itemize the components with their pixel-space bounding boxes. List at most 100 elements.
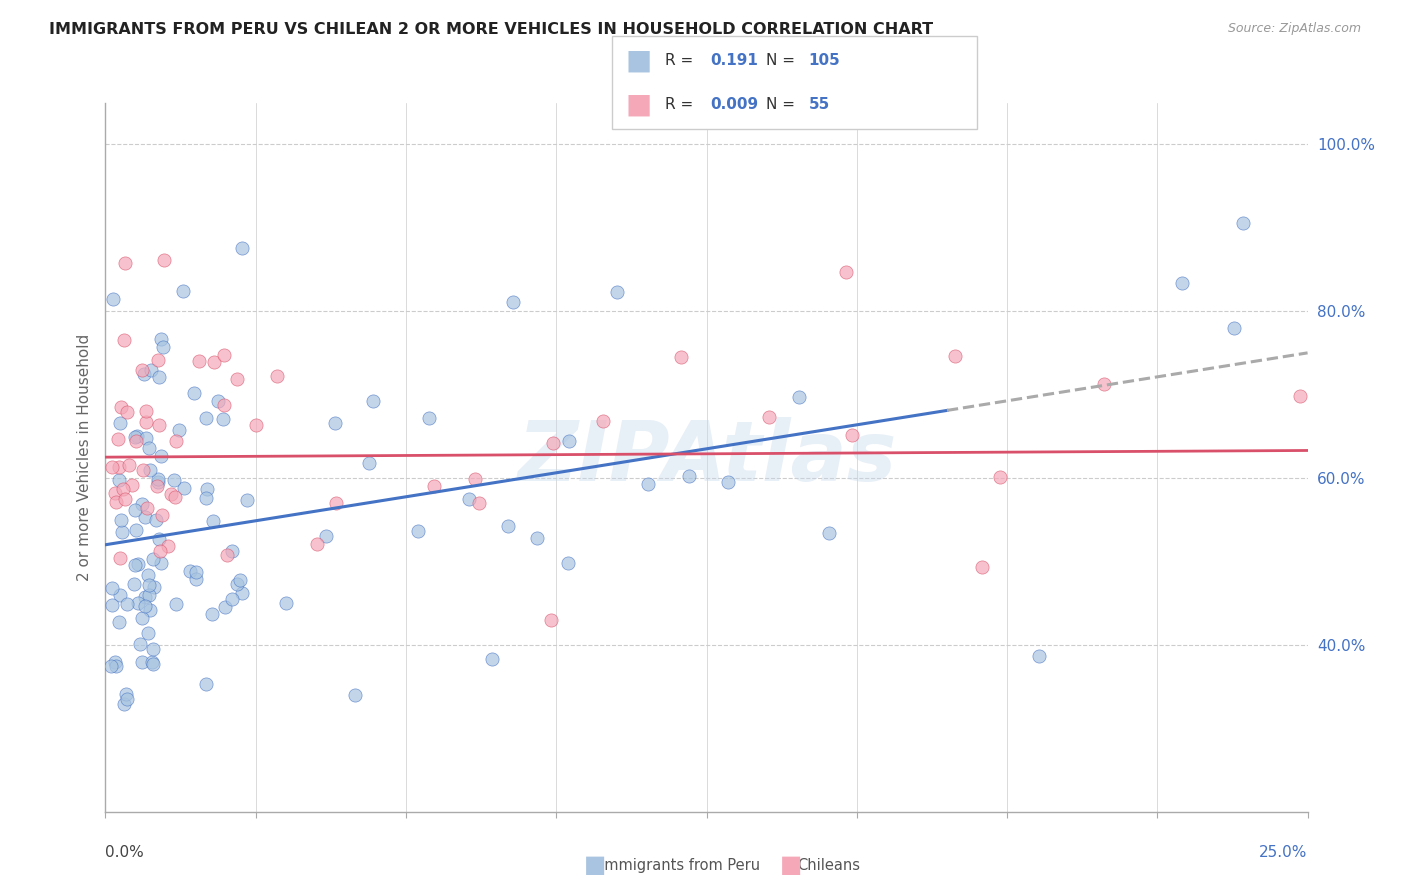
Text: 55: 55 bbox=[808, 96, 830, 112]
Point bbox=[112, 483, 135, 497]
Point bbox=[225, 372, 247, 386]
Point bbox=[110, 400, 132, 414]
Point bbox=[100, 598, 122, 612]
Point bbox=[716, 475, 738, 489]
Point bbox=[157, 539, 180, 553]
Point bbox=[127, 557, 149, 571]
Point bbox=[540, 613, 562, 627]
Point bbox=[502, 294, 524, 309]
Text: 25.0%: 25.0% bbox=[1260, 845, 1308, 860]
Point bbox=[207, 393, 229, 408]
Point bbox=[214, 600, 236, 615]
Point bbox=[129, 637, 152, 651]
Point bbox=[457, 492, 479, 507]
Point bbox=[108, 550, 131, 565]
Point bbox=[150, 333, 173, 347]
Text: 105: 105 bbox=[808, 54, 841, 69]
Text: ■: ■ bbox=[583, 854, 606, 877]
Point bbox=[135, 432, 157, 446]
Point bbox=[142, 657, 165, 671]
Point bbox=[117, 692, 139, 706]
Point bbox=[236, 493, 259, 508]
Point bbox=[606, 285, 628, 299]
Point bbox=[464, 472, 486, 486]
Text: R =: R = bbox=[665, 96, 693, 112]
Point bbox=[163, 473, 186, 487]
Point bbox=[101, 292, 124, 306]
Point bbox=[202, 355, 225, 369]
Point bbox=[138, 441, 160, 455]
Point bbox=[104, 486, 127, 500]
Point bbox=[146, 472, 169, 486]
Text: ■: ■ bbox=[626, 47, 652, 75]
Point bbox=[114, 491, 136, 506]
Point bbox=[481, 652, 503, 666]
Point bbox=[150, 508, 173, 522]
Point bbox=[592, 414, 614, 428]
Point bbox=[122, 577, 145, 591]
Text: R =: R = bbox=[665, 54, 693, 69]
Point bbox=[245, 418, 267, 433]
Text: 0.009: 0.009 bbox=[710, 96, 758, 112]
Point bbox=[101, 460, 124, 475]
Point bbox=[467, 496, 489, 510]
Point bbox=[150, 556, 173, 570]
Point bbox=[423, 479, 446, 493]
Point bbox=[418, 411, 440, 425]
Point bbox=[172, 284, 194, 298]
Point bbox=[671, 350, 693, 364]
Point bbox=[134, 599, 156, 614]
Point bbox=[558, 434, 581, 449]
Point bbox=[215, 548, 238, 562]
Point bbox=[124, 430, 146, 444]
Point bbox=[139, 602, 162, 616]
Point bbox=[201, 514, 224, 528]
Point bbox=[988, 469, 1011, 483]
Point bbox=[498, 519, 520, 533]
Point bbox=[121, 478, 143, 492]
Point bbox=[146, 479, 169, 493]
Text: Source: ZipAtlas.com: Source: ZipAtlas.com bbox=[1227, 22, 1361, 36]
Point bbox=[135, 500, 157, 515]
Point bbox=[195, 677, 218, 691]
Point bbox=[124, 503, 146, 517]
Text: ■: ■ bbox=[626, 90, 652, 118]
Point bbox=[124, 558, 146, 573]
Point bbox=[125, 434, 148, 448]
Point bbox=[1171, 276, 1194, 290]
Point bbox=[173, 481, 195, 495]
Point bbox=[266, 369, 288, 384]
Point bbox=[125, 523, 148, 537]
Point bbox=[184, 572, 207, 586]
Point bbox=[231, 241, 253, 255]
Text: N =: N = bbox=[766, 96, 796, 112]
Point bbox=[108, 589, 131, 603]
Point bbox=[1232, 216, 1254, 230]
Point bbox=[212, 398, 235, 412]
Point bbox=[110, 513, 132, 527]
Point bbox=[108, 615, 131, 630]
Point bbox=[150, 449, 173, 463]
Point bbox=[201, 607, 224, 622]
Point bbox=[179, 565, 201, 579]
Point bbox=[305, 537, 328, 551]
Point bbox=[221, 591, 243, 606]
Point bbox=[141, 656, 163, 670]
Point bbox=[108, 417, 131, 431]
Point bbox=[787, 390, 810, 404]
Point bbox=[131, 463, 153, 477]
Point bbox=[146, 475, 169, 489]
Point bbox=[557, 556, 579, 570]
Point bbox=[136, 567, 159, 582]
Point bbox=[142, 552, 165, 566]
Text: ZIPAtlas: ZIPAtlas bbox=[517, 417, 896, 498]
Point bbox=[118, 458, 141, 473]
Point bbox=[159, 486, 181, 500]
Point bbox=[183, 385, 205, 400]
Point bbox=[112, 697, 135, 711]
Point bbox=[131, 611, 153, 625]
Point bbox=[142, 641, 165, 656]
Point bbox=[163, 490, 186, 504]
Point bbox=[526, 531, 548, 545]
Point bbox=[195, 410, 218, 425]
